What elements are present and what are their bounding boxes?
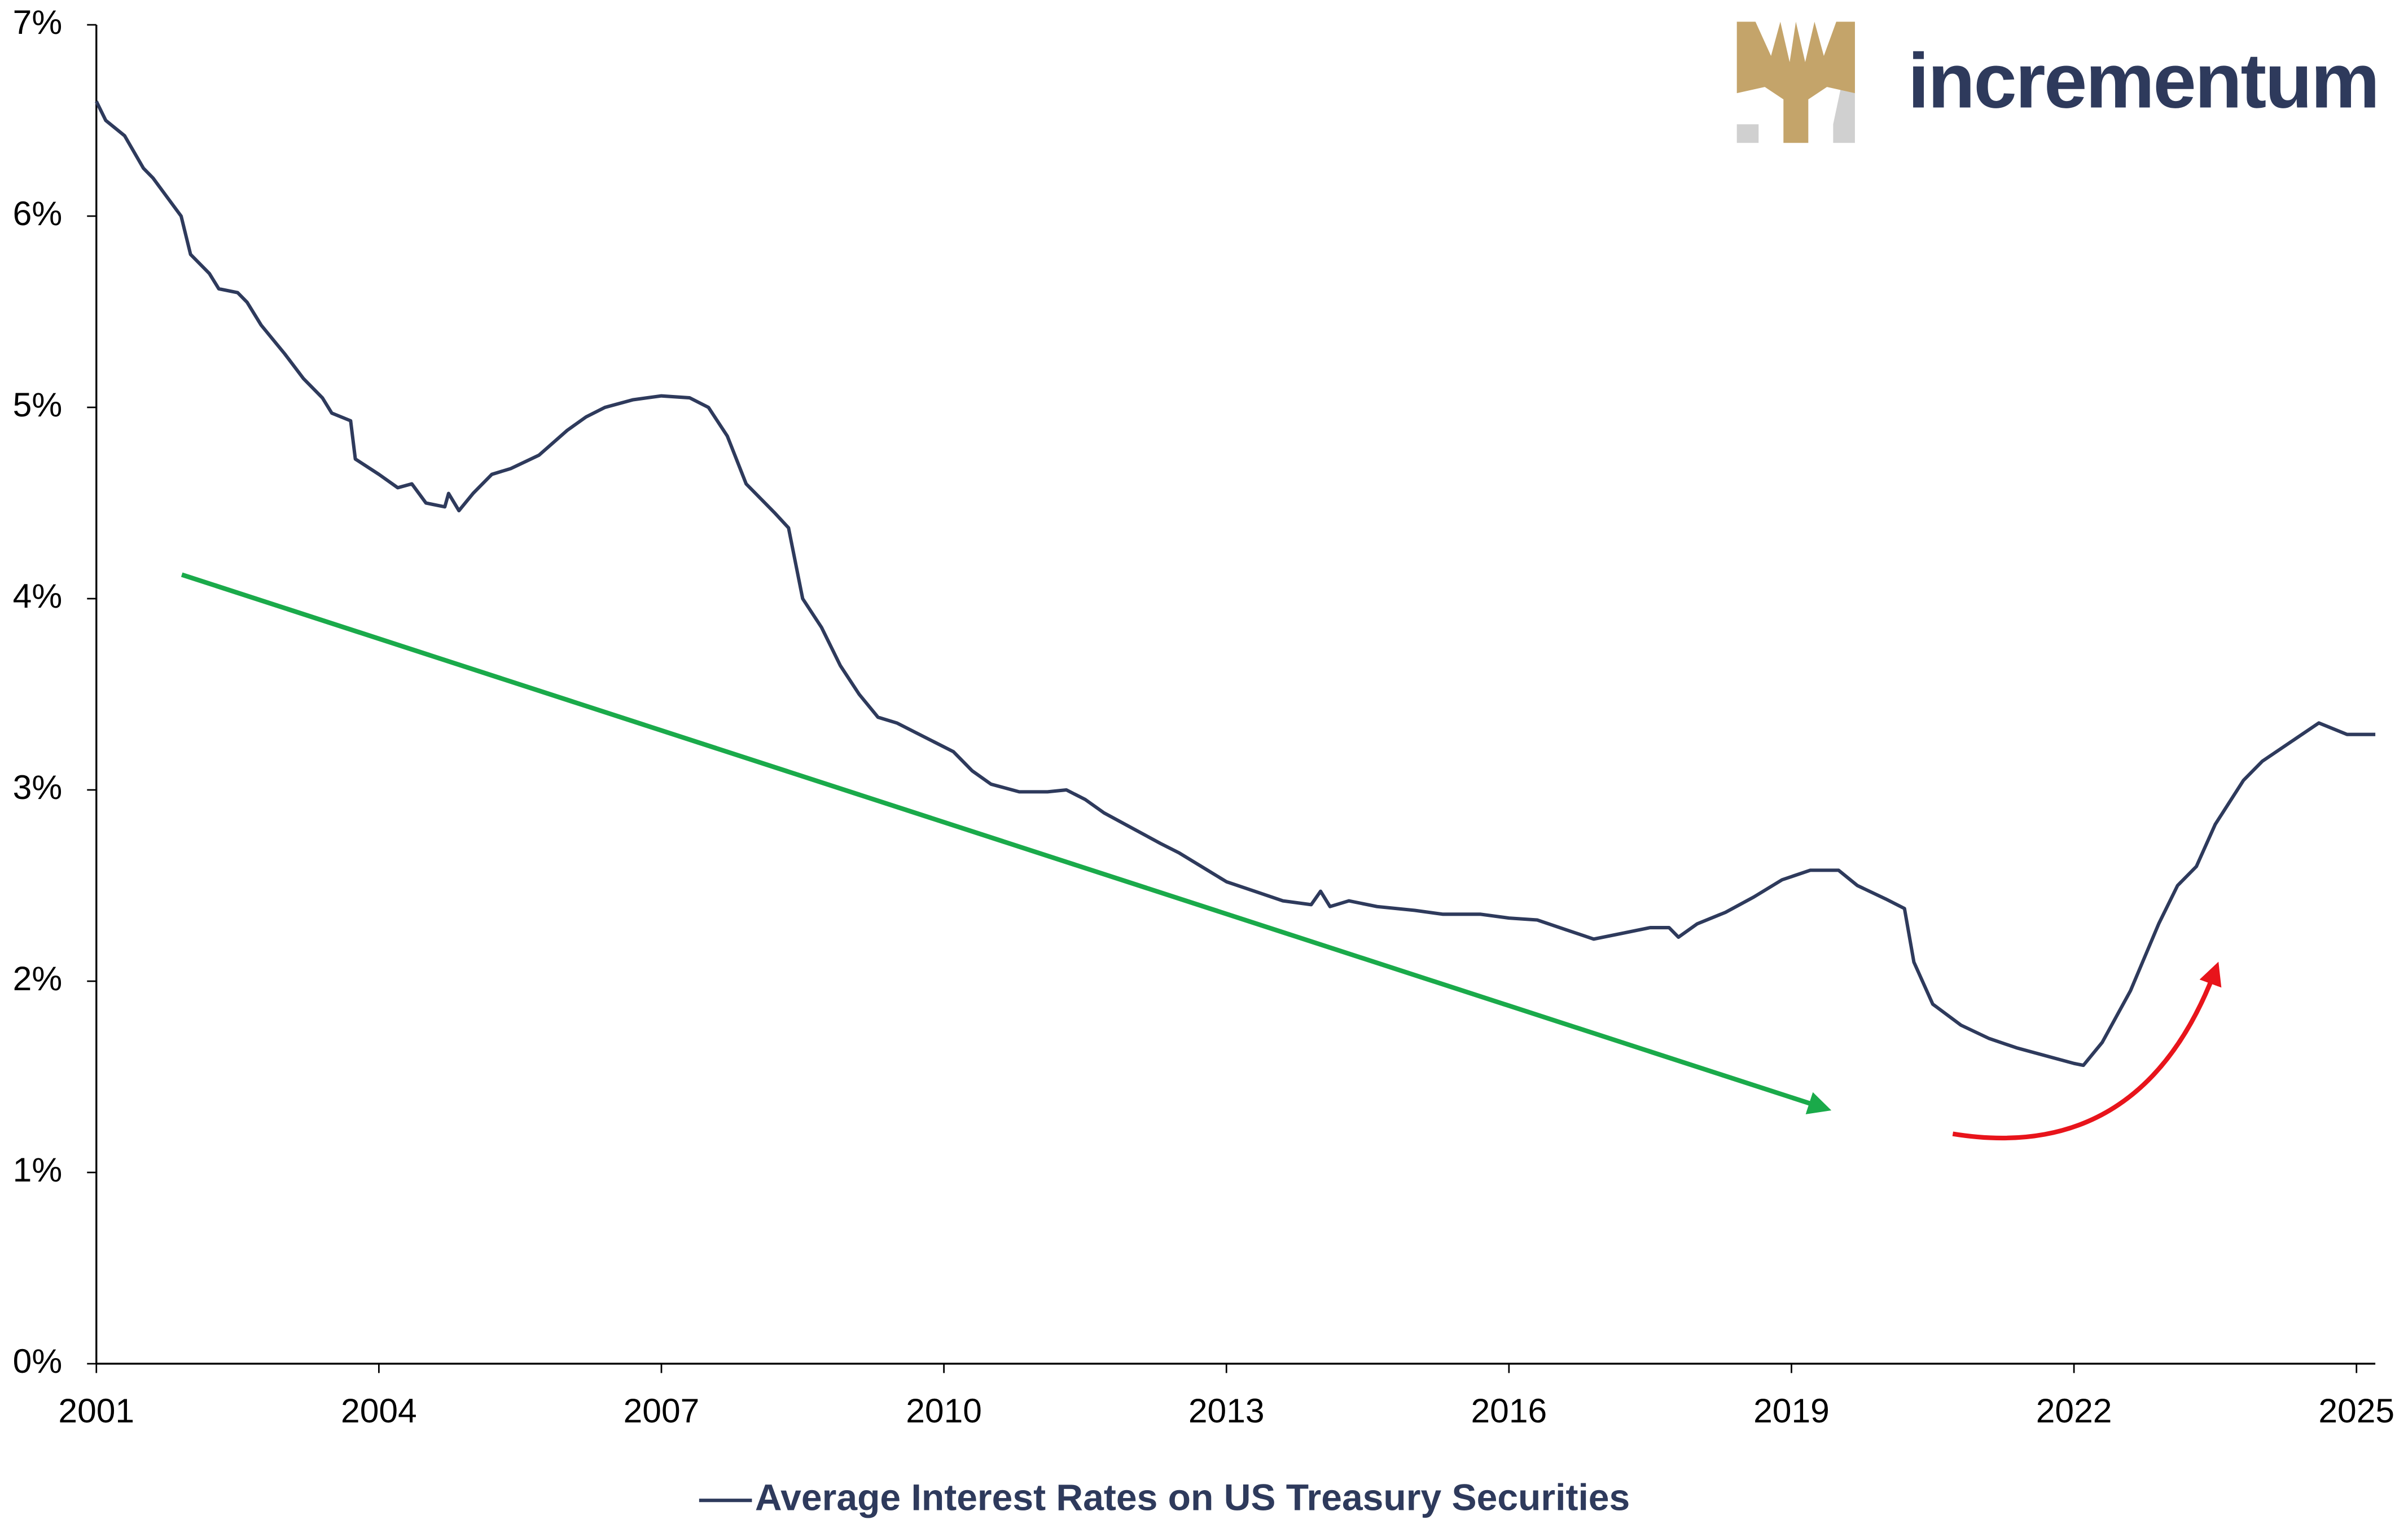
y-tick-label: 5%: [13, 385, 63, 424]
x-tick-label: 2025: [2318, 1391, 2394, 1430]
x-tick-label: 2013: [1188, 1391, 1265, 1430]
x-tick-label: 2010: [906, 1391, 982, 1430]
logo-text: incrementum: [1908, 38, 2379, 125]
x-tick-label: 2001: [58, 1391, 134, 1430]
y-tick-label: 3%: [13, 768, 63, 806]
rise-arrow: [1952, 961, 2222, 1140]
logo-icon: [1736, 21, 1855, 143]
y-tick-label: 1%: [13, 1150, 63, 1189]
data-line: [95, 100, 2376, 1068]
x-tick-label: 2016: [1471, 1391, 1547, 1430]
legend-label: Average Interest Rates on US Treasury Se…: [755, 1477, 1630, 1518]
y-tick-label: 2%: [13, 959, 63, 998]
x-tick-label: 2019: [1753, 1391, 1830, 1430]
trend-arrow: [181, 572, 1832, 1114]
y-tick-label: 7%: [13, 3, 63, 41]
y-tick-label: 6%: [13, 194, 63, 232]
y-tick-label: 0%: [13, 1342, 63, 1380]
y-tick-label: 4%: [13, 577, 63, 615]
x-tick-label: 2022: [2036, 1391, 2112, 1430]
x-tick-label: 2007: [624, 1391, 700, 1430]
x-tick-label: 2004: [341, 1391, 417, 1430]
